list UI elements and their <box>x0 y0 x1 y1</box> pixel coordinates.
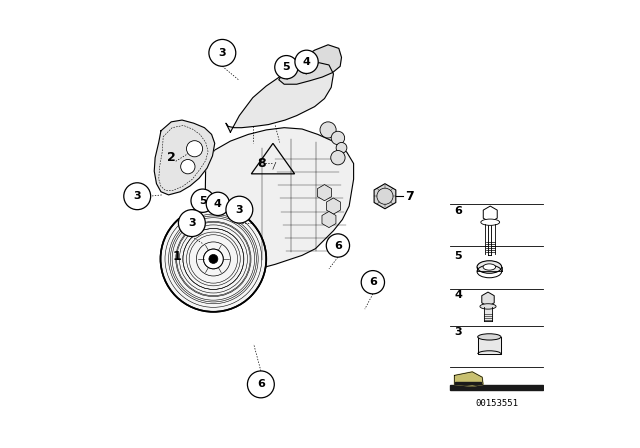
Circle shape <box>124 183 150 210</box>
Text: 3: 3 <box>133 191 141 201</box>
Text: 6: 6 <box>257 379 265 389</box>
Polygon shape <box>197 128 353 291</box>
Polygon shape <box>154 120 215 195</box>
Circle shape <box>295 50 318 73</box>
Polygon shape <box>450 385 543 390</box>
Text: 00153551: 00153551 <box>475 399 518 408</box>
Ellipse shape <box>477 334 501 340</box>
Polygon shape <box>484 307 492 321</box>
Text: 3: 3 <box>188 218 196 228</box>
Ellipse shape <box>483 264 495 270</box>
Circle shape <box>320 122 336 138</box>
Text: 5: 5 <box>199 196 207 206</box>
Circle shape <box>161 206 266 312</box>
Polygon shape <box>483 206 497 222</box>
Circle shape <box>282 65 294 77</box>
Text: /: / <box>272 161 275 170</box>
Text: 3: 3 <box>218 48 226 58</box>
Text: 4: 4 <box>214 199 222 209</box>
Circle shape <box>180 159 195 174</box>
Polygon shape <box>374 184 396 209</box>
Circle shape <box>248 371 275 398</box>
Polygon shape <box>477 337 501 354</box>
Polygon shape <box>322 211 336 228</box>
Text: 6: 6 <box>334 241 342 250</box>
Ellipse shape <box>481 219 500 225</box>
Polygon shape <box>482 292 494 306</box>
Circle shape <box>331 151 345 165</box>
Circle shape <box>191 189 214 212</box>
Circle shape <box>275 56 298 79</box>
Circle shape <box>332 131 345 145</box>
Text: 6: 6 <box>369 277 377 287</box>
Circle shape <box>179 210 205 237</box>
Text: 3: 3 <box>454 327 462 337</box>
Text: 5: 5 <box>283 62 290 72</box>
Ellipse shape <box>477 261 502 273</box>
Circle shape <box>361 271 385 294</box>
Text: 7: 7 <box>405 190 414 203</box>
Circle shape <box>209 254 218 263</box>
Text: 3: 3 <box>236 205 243 215</box>
Circle shape <box>186 141 203 157</box>
Circle shape <box>226 196 253 223</box>
Polygon shape <box>454 372 483 386</box>
Ellipse shape <box>480 304 496 309</box>
Text: 6: 6 <box>454 206 462 215</box>
Polygon shape <box>279 45 342 84</box>
Text: 5: 5 <box>454 251 462 261</box>
Circle shape <box>336 142 347 153</box>
Circle shape <box>204 249 223 269</box>
Circle shape <box>209 39 236 66</box>
Text: 1: 1 <box>172 250 181 263</box>
Text: 2: 2 <box>167 151 175 164</box>
Text: 8: 8 <box>257 156 266 170</box>
Circle shape <box>326 234 349 257</box>
Polygon shape <box>226 63 333 132</box>
Polygon shape <box>317 185 332 201</box>
Text: 4: 4 <box>303 57 310 67</box>
Polygon shape <box>326 198 340 214</box>
Circle shape <box>206 192 230 215</box>
Polygon shape <box>455 382 481 384</box>
Circle shape <box>300 63 311 73</box>
Text: 4: 4 <box>454 290 462 300</box>
